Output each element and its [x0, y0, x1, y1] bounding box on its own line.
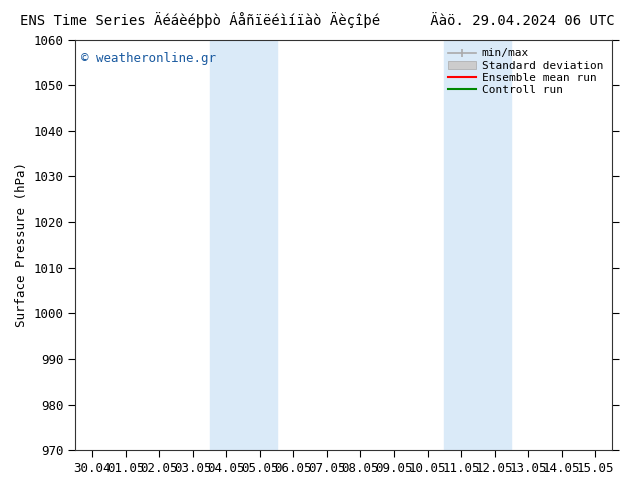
Bar: [209, 40, 276, 450]
Text: © weatheronline.gr: © weatheronline.gr: [81, 52, 216, 65]
Y-axis label: Surface Pressure (hPa): Surface Pressure (hPa): [15, 162, 28, 327]
Text: ENS Time Series Äéáèéþþò Áåñïëéìíïàò Äèçîþé      Äàö. 29.04.2024 06 UTC: ENS Time Series Äéáèéþþò Áåñïëéìíïàò Äèç…: [20, 12, 614, 28]
Bar: [444, 40, 512, 450]
Legend: min/max, Standard deviation, Ensemble mean run, Controll run: min/max, Standard deviation, Ensemble me…: [445, 45, 607, 98]
